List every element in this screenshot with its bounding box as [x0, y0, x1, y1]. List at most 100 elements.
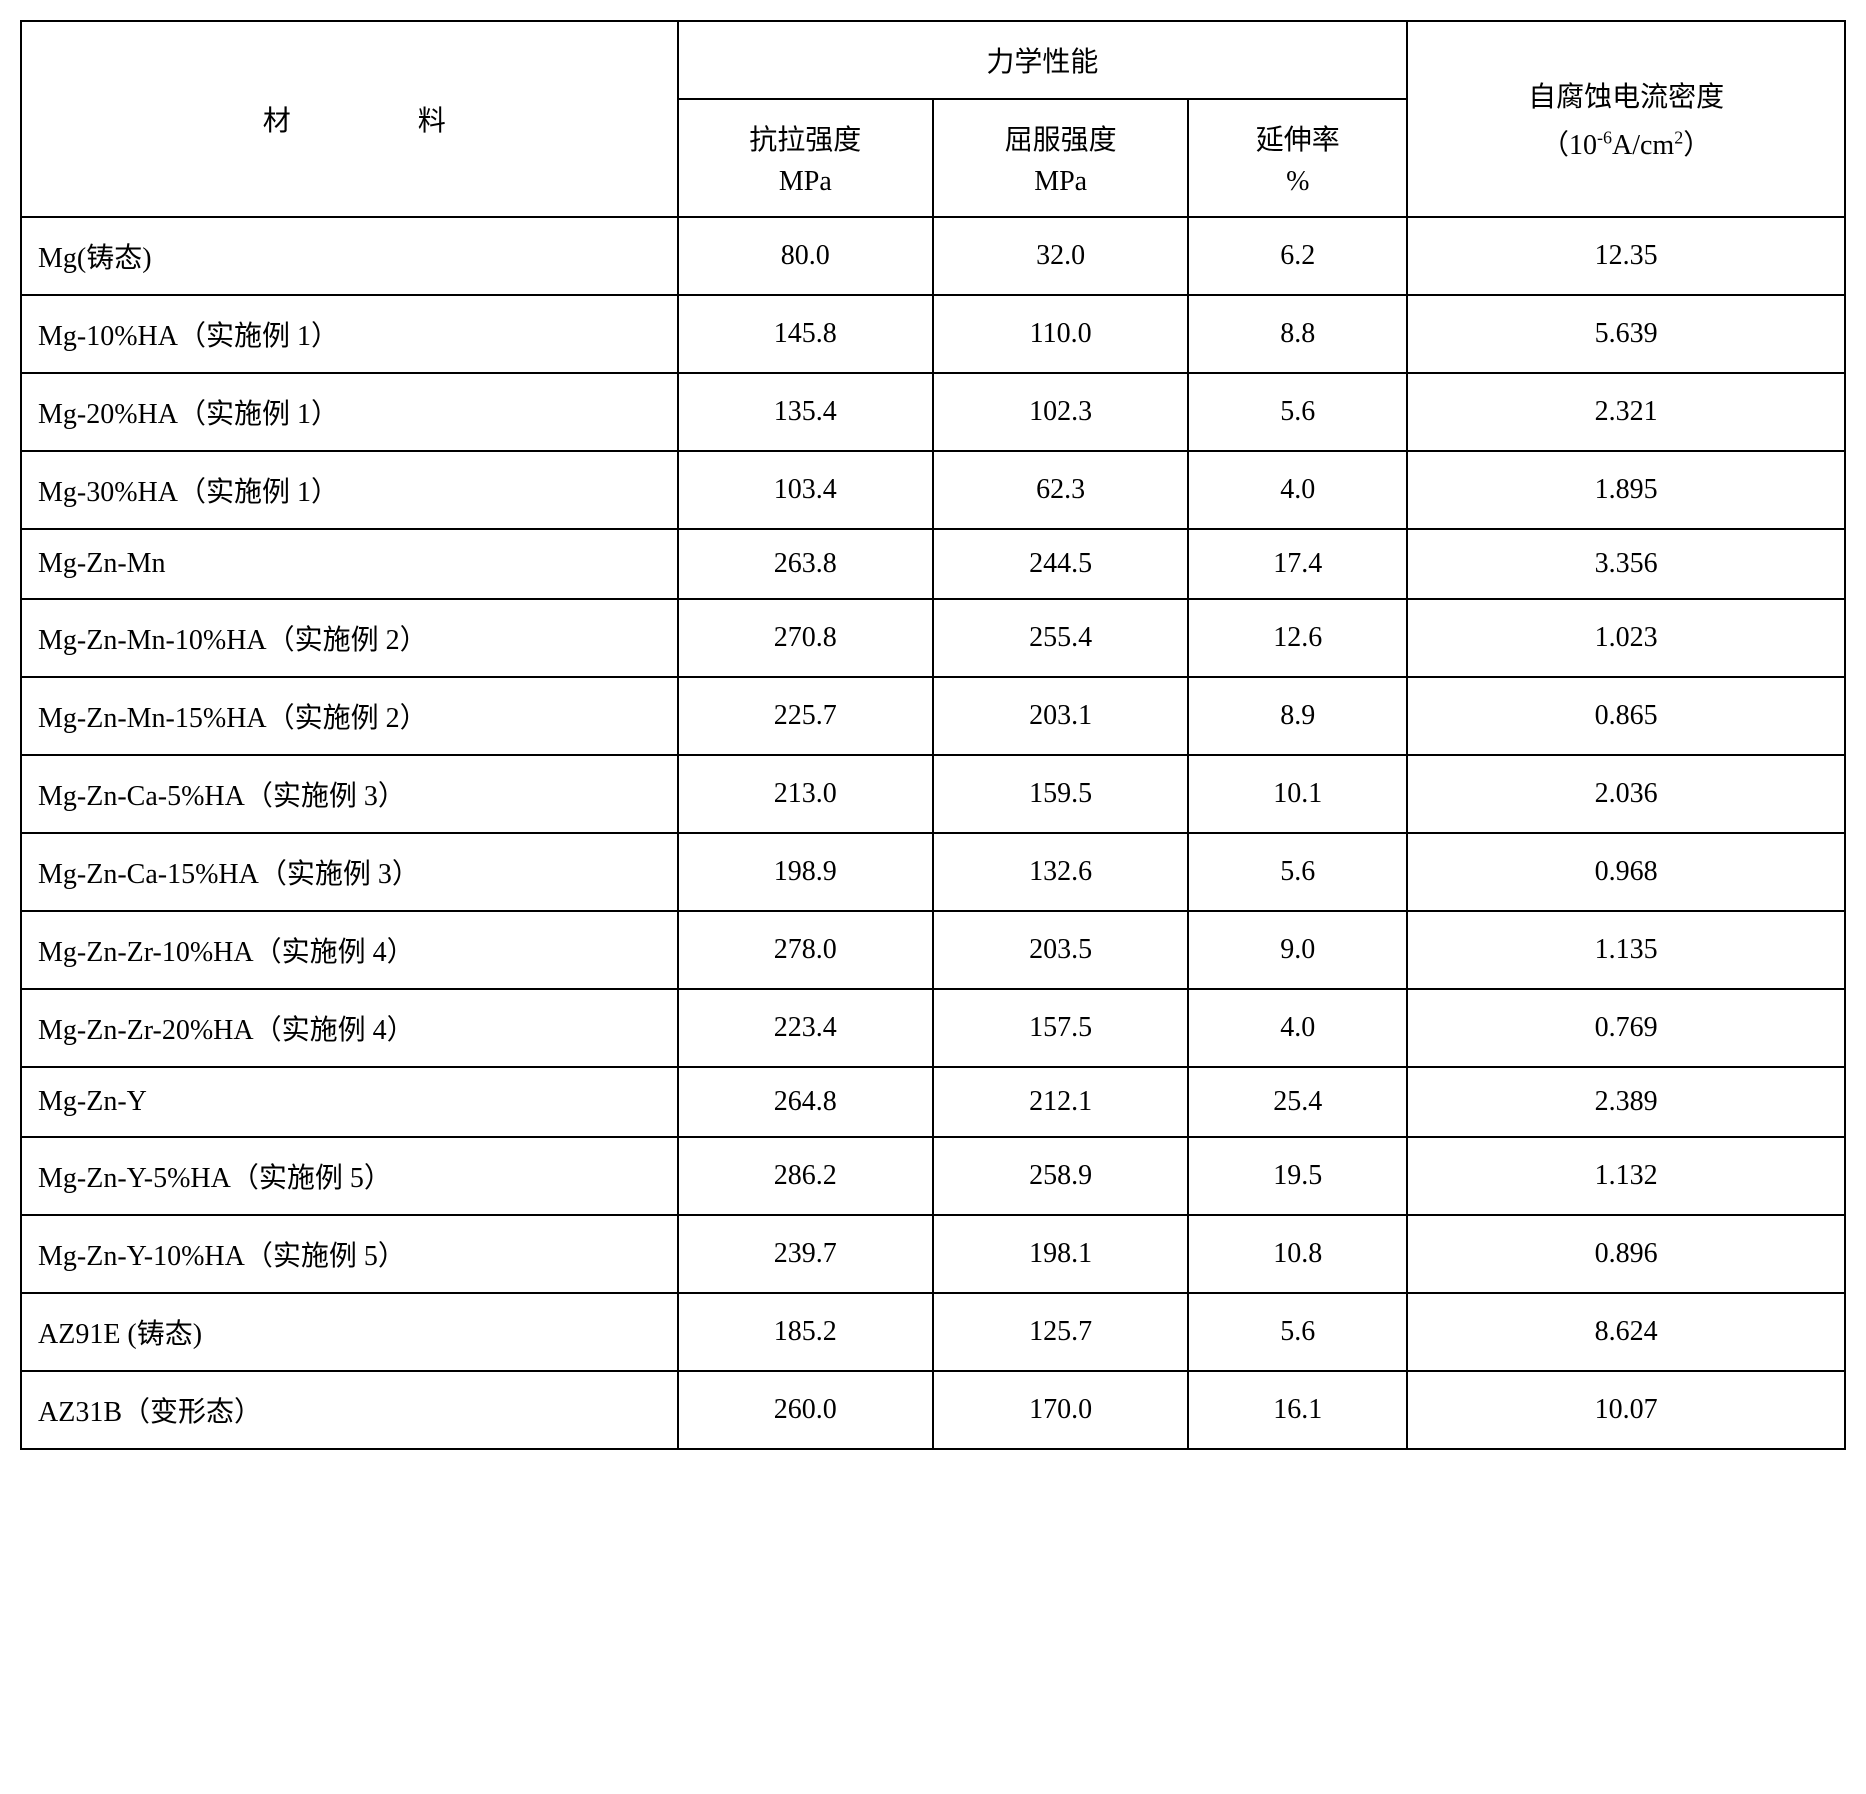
header-material-label: 材 料	[193, 106, 506, 137]
cell-yield: 258.9	[933, 1137, 1188, 1215]
cell-material: Mg(铸态)	[21, 217, 678, 295]
table-body: Mg(铸态)80.032.06.212.35Mg-10%HA（实施例 1）145…	[21, 217, 1845, 1449]
cell-tensile: 213.0	[678, 755, 933, 833]
cell-elong: 6.2	[1188, 217, 1407, 295]
cell-yield: 32.0	[933, 217, 1188, 295]
cell-elong: 5.6	[1188, 833, 1407, 911]
header-row-1: 材 料 力学性能 自腐蚀电流密度 （10-6A/cm2）	[21, 21, 1845, 99]
cell-material: Mg-Zn-Mn-10%HA（实施例 2）	[21, 599, 678, 677]
header-elong: 延伸率 %	[1188, 99, 1407, 217]
header-tensile-unit: MPa	[691, 166, 920, 198]
cell-corrosion: 2.036	[1407, 755, 1845, 833]
table-row: Mg-Zn-Zr-20%HA（实施例 4）223.4157.54.00.769	[21, 989, 1845, 1067]
cell-yield: 62.3	[933, 451, 1188, 529]
cell-tensile: 270.8	[678, 599, 933, 677]
cell-elong: 12.6	[1188, 599, 1407, 677]
table-row: Mg-Zn-Y264.8212.125.42.389	[21, 1067, 1845, 1137]
cell-elong: 5.6	[1188, 1293, 1407, 1371]
header-mech-group: 力学性能	[678, 21, 1408, 99]
cell-elong: 9.0	[1188, 911, 1407, 989]
cell-material: Mg-Zn-Y-10%HA（实施例 5）	[21, 1215, 678, 1293]
cell-elong: 4.0	[1188, 451, 1407, 529]
cell-tensile: 286.2	[678, 1137, 933, 1215]
cell-corrosion: 1.895	[1407, 451, 1845, 529]
cell-elong: 4.0	[1188, 989, 1407, 1067]
cell-yield: 110.0	[933, 295, 1188, 373]
table-row: Mg(铸态)80.032.06.212.35	[21, 217, 1845, 295]
cell-corrosion: 0.896	[1407, 1215, 1845, 1293]
header-elong-unit: %	[1201, 166, 1394, 198]
cell-yield: 157.5	[933, 989, 1188, 1067]
cell-material: AZ31B（变形态）	[21, 1371, 678, 1449]
cell-corrosion: 0.968	[1407, 833, 1845, 911]
cell-material: AZ91E (铸态)	[21, 1293, 678, 1371]
cell-material: Mg-Zn-Y	[21, 1067, 678, 1137]
cell-yield: 102.3	[933, 373, 1188, 451]
cell-corrosion: 1.023	[1407, 599, 1845, 677]
cell-corrosion: 2.321	[1407, 373, 1845, 451]
cell-material: Mg-Zn-Y-5%HA（实施例 5）	[21, 1137, 678, 1215]
header-corrosion-unit: （10-6A/cm2）	[1420, 123, 1832, 163]
cell-corrosion: 12.35	[1407, 217, 1845, 295]
cell-yield: 170.0	[933, 1371, 1188, 1449]
cell-tensile: 80.0	[678, 217, 933, 295]
cell-tensile: 263.8	[678, 529, 933, 599]
header-elong-label: 延伸率	[1256, 125, 1340, 156]
cell-elong: 25.4	[1188, 1067, 1407, 1137]
cell-tensile: 145.8	[678, 295, 933, 373]
cell-corrosion: 1.135	[1407, 911, 1845, 989]
table-row: AZ91E (铸态)185.2125.75.68.624	[21, 1293, 1845, 1371]
cell-tensile: 223.4	[678, 989, 933, 1067]
cell-material: Mg-Zn-Ca-5%HA（实施例 3）	[21, 755, 678, 833]
cell-yield: 159.5	[933, 755, 1188, 833]
table-row: AZ31B（变形态）260.0170.016.110.07	[21, 1371, 1845, 1449]
cell-yield: 212.1	[933, 1067, 1188, 1137]
cell-tensile: 239.7	[678, 1215, 933, 1293]
cell-material: Mg-10%HA（实施例 1）	[21, 295, 678, 373]
cell-elong: 19.5	[1188, 1137, 1407, 1215]
cell-material: Mg-Zn-Zr-20%HA（实施例 4）	[21, 989, 678, 1067]
cell-material: Mg-Zn-Ca-15%HA（实施例 3）	[21, 833, 678, 911]
cell-yield: 203.5	[933, 911, 1188, 989]
cell-corrosion: 8.624	[1407, 1293, 1845, 1371]
header-tensile: 抗拉强度 MPa	[678, 99, 933, 217]
table-row: Mg-Zn-Y-5%HA（实施例 5）286.2258.919.51.132	[21, 1137, 1845, 1215]
cell-corrosion: 10.07	[1407, 1371, 1845, 1449]
cell-material: Mg-Zn-Mn-15%HA（实施例 2）	[21, 677, 678, 755]
cell-corrosion: 1.132	[1407, 1137, 1845, 1215]
cell-tensile: 198.9	[678, 833, 933, 911]
cell-material: Mg-Zn-Zr-10%HA（实施例 4）	[21, 911, 678, 989]
table-row: Mg-20%HA（实施例 1）135.4102.35.62.321	[21, 373, 1845, 451]
cell-tensile: 260.0	[678, 1371, 933, 1449]
cell-material: Mg-20%HA（实施例 1）	[21, 373, 678, 451]
cell-elong: 10.8	[1188, 1215, 1407, 1293]
cell-corrosion: 0.865	[1407, 677, 1845, 755]
cell-elong: 8.8	[1188, 295, 1407, 373]
cell-yield: 132.6	[933, 833, 1188, 911]
cell-material: Mg-Zn-Mn	[21, 529, 678, 599]
cell-elong: 5.6	[1188, 373, 1407, 451]
table-row: Mg-30%HA（实施例 1）103.462.34.01.895	[21, 451, 1845, 529]
cell-tensile: 264.8	[678, 1067, 933, 1137]
cell-yield: 255.4	[933, 599, 1188, 677]
cell-elong: 16.1	[1188, 1371, 1407, 1449]
table-row: Mg-Zn-Ca-5%HA（实施例 3）213.0159.510.12.036	[21, 755, 1845, 833]
cell-tensile: 185.2	[678, 1293, 933, 1371]
cell-yield: 198.1	[933, 1215, 1188, 1293]
header-yield-label: 屈服强度	[1005, 125, 1117, 156]
cell-elong: 17.4	[1188, 529, 1407, 599]
table-row: Mg-Zn-Mn263.8244.517.43.356	[21, 529, 1845, 599]
table-header: 材 料 力学性能 自腐蚀电流密度 （10-6A/cm2） 抗拉强度 MPa 屈服…	[21, 21, 1845, 217]
cell-tensile: 278.0	[678, 911, 933, 989]
cell-yield: 203.1	[933, 677, 1188, 755]
cell-material: Mg-30%HA（实施例 1）	[21, 451, 678, 529]
cell-elong: 8.9	[1188, 677, 1407, 755]
header-yield-unit: MPa	[946, 166, 1175, 198]
cell-corrosion: 5.639	[1407, 295, 1845, 373]
materials-table: 材 料 力学性能 自腐蚀电流密度 （10-6A/cm2） 抗拉强度 MPa 屈服…	[20, 20, 1846, 1450]
table-row: Mg-Zn-Mn-15%HA（实施例 2）225.7203.18.90.865	[21, 677, 1845, 755]
table-row: Mg-Zn-Mn-10%HA（实施例 2）270.8255.412.61.023	[21, 599, 1845, 677]
cell-yield: 244.5	[933, 529, 1188, 599]
header-corrosion: 自腐蚀电流密度 （10-6A/cm2）	[1407, 21, 1845, 217]
cell-elong: 10.1	[1188, 755, 1407, 833]
